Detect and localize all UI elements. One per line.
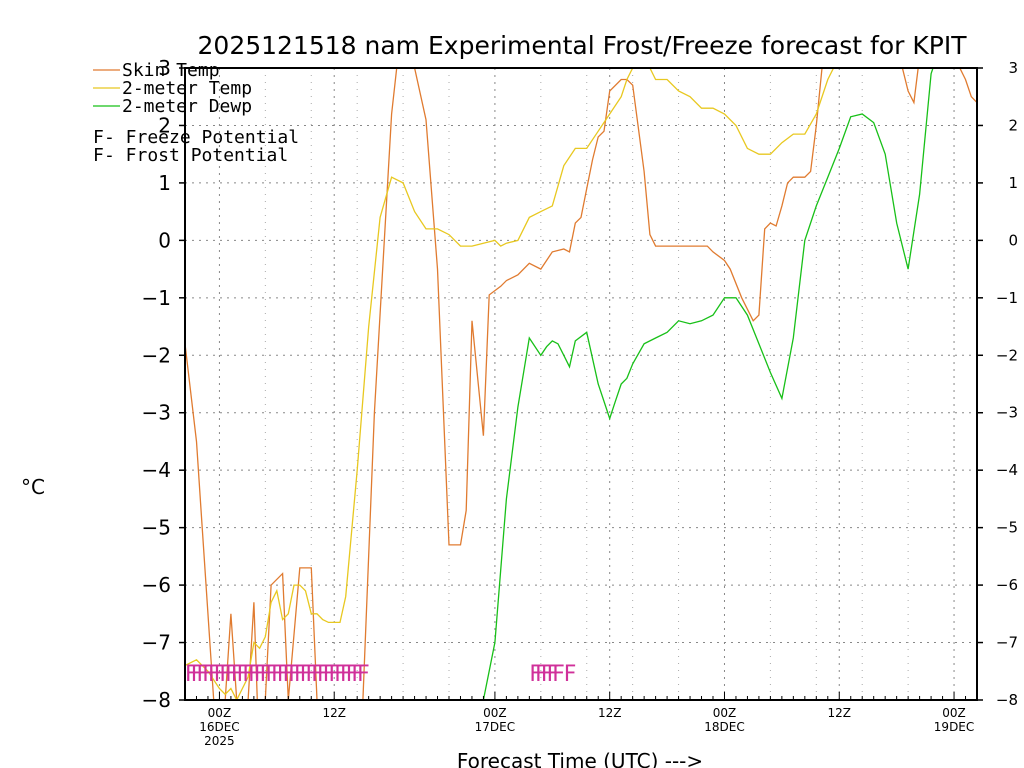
y-tick-label-right: −6 xyxy=(996,576,1018,594)
x-tick-label: 00Z xyxy=(713,706,737,720)
x-tick-label: 12Z xyxy=(322,706,346,720)
freeze-marker: F xyxy=(340,662,353,687)
y-tick-label-right: 0 xyxy=(1008,231,1018,249)
freeze-marker: F xyxy=(277,662,290,687)
freeze-marker: F xyxy=(231,662,244,687)
y-axis-unit: °C xyxy=(21,475,45,499)
freeze-marker: F xyxy=(351,662,364,687)
y-tick-label: −4 xyxy=(142,458,171,482)
y-tick-label-right: −1 xyxy=(996,289,1018,307)
y-tick-label: 1 xyxy=(158,171,171,195)
x-tick-label: 00Z xyxy=(942,706,966,720)
freeze-marker: F xyxy=(294,662,307,687)
freeze-marker: F xyxy=(564,662,577,687)
freeze-marker: F xyxy=(191,662,204,687)
y-tick-label: 2 xyxy=(158,113,171,137)
y-tick-label-right: 1 xyxy=(1008,174,1018,192)
freeze-marker: F xyxy=(237,662,250,687)
x-tick-year: 2025 xyxy=(204,734,235,748)
chart-title: 2025121518 nam Experimental Frost/Freeze… xyxy=(198,31,968,60)
freeze-marker: F xyxy=(529,662,542,687)
freeze-marker: F xyxy=(311,662,324,687)
freeze-marker: F xyxy=(208,662,221,687)
freeze-marker: F xyxy=(225,662,238,687)
y-tick-label-right: −3 xyxy=(996,404,1018,422)
legend-label: Skin Temp xyxy=(122,60,220,81)
freeze-marker: F xyxy=(346,662,359,687)
series-layer xyxy=(185,68,977,700)
grid xyxy=(185,68,977,700)
freeze-marker: F xyxy=(552,662,565,687)
freeze-marker: F xyxy=(242,662,255,687)
freeze-marker: F xyxy=(219,662,232,687)
y-tick-label-right: 3 xyxy=(1008,59,1018,77)
y-tick-label-right: −4 xyxy=(996,461,1018,479)
freeze-marker: F xyxy=(328,662,341,687)
freeze-marker: F xyxy=(306,662,319,687)
x-tick-label: 00Z xyxy=(483,706,507,720)
freeze-marker: F xyxy=(254,662,267,687)
x-tick-label: 12Z xyxy=(828,706,852,720)
freeze-marker: F xyxy=(317,662,330,687)
legend-label: 2-meter Dewp xyxy=(122,96,252,117)
freeze-marker: F xyxy=(334,662,347,687)
freeze-marker: F xyxy=(541,662,554,687)
y-tick-label-right: −7 xyxy=(996,634,1018,652)
y-tick-label: −6 xyxy=(142,573,171,597)
freeze-marker: F xyxy=(535,662,548,687)
x-tick-label: 12Z xyxy=(598,706,622,720)
freeze-marker: F xyxy=(271,662,284,687)
freeze-marker: F xyxy=(357,662,370,687)
y-tick-label: −7 xyxy=(142,631,171,655)
freeze-marker: F xyxy=(547,662,560,687)
y-axis-right: −8 −7 −6 −5 −4 −3 −2 −1 0 1 2 3 xyxy=(977,59,1018,709)
series-2-meter-temp xyxy=(185,68,835,700)
freeze-marker: F xyxy=(265,662,278,687)
x-tick-date: 19DEC xyxy=(934,720,974,734)
x-axis-label: Forecast Time (UTC) ---> xyxy=(457,749,703,768)
plot-frame xyxy=(184,67,978,701)
freeze-marker: F xyxy=(248,662,261,687)
y-axis-left: −8 −7 −6 −5 −4 −3 −2 −1 0 1 2 3 xyxy=(142,56,185,712)
y-tick-label: −2 xyxy=(142,343,171,367)
series-skin-temp xyxy=(185,68,977,700)
y-tick-label-right: 2 xyxy=(1008,116,1018,134)
x-tick-label: 00Z xyxy=(208,706,232,720)
y-tick-label-right: −8 xyxy=(996,691,1018,709)
legend-symbol: F xyxy=(93,127,104,148)
y-tick-label: −5 xyxy=(142,516,171,540)
y-tick-label: −3 xyxy=(142,401,171,425)
x-tick-date: 16DEC xyxy=(199,720,239,734)
legend-symbol: F xyxy=(93,145,104,166)
y-tick-label: 0 xyxy=(158,228,171,252)
freeze-marker: F xyxy=(300,662,313,687)
y-tick-label-right: −2 xyxy=(996,346,1018,364)
freeze-marker: F xyxy=(288,662,301,687)
y-tick-label: 3 xyxy=(158,56,171,80)
freeze-marker: F xyxy=(214,662,227,687)
y-tick-label-right: −5 xyxy=(996,519,1018,537)
series-2-meter-dewp xyxy=(482,68,934,700)
y-tick-label: −1 xyxy=(142,286,171,310)
x-tick-date: 18DEC xyxy=(704,720,744,734)
freeze-marker: F xyxy=(260,662,273,687)
freeze-marker: F xyxy=(196,662,209,687)
legend-label: - Frost Potential xyxy=(104,145,288,166)
legend-label: - Freeze Potential xyxy=(104,127,299,148)
y-tick-label: −8 xyxy=(142,688,171,712)
legend-label: 2-meter Temp xyxy=(122,78,252,99)
freeze-marker: F xyxy=(323,662,336,687)
freeze-marker: F xyxy=(185,662,198,687)
freeze-marker: F xyxy=(202,662,215,687)
x-tick-date: 17DEC xyxy=(475,720,515,734)
freeze-marker: F xyxy=(283,662,296,687)
